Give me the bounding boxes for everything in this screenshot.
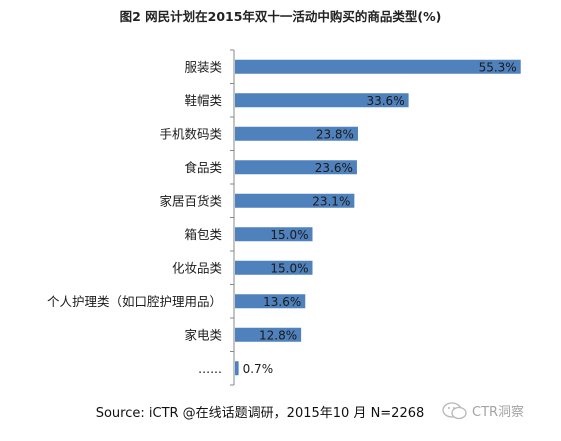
category-label: 化妆品类 <box>172 260 223 275</box>
bar <box>235 227 313 242</box>
bar <box>235 294 306 309</box>
data-label: 15.0% <box>270 261 308 275</box>
bar <box>235 93 409 108</box>
category-label: 家居百货类 <box>159 193 222 208</box>
data-label: 33.6% <box>366 94 404 108</box>
wechat-logo-icon <box>442 401 467 419</box>
bar <box>235 160 357 175</box>
data-label: 0.7% <box>243 362 274 376</box>
bar-chart: 服装类 55.3% 鞋帽类 33.6% 手机数码类 23.8% 食品类 23.6% 家居百货类 2… <box>47 49 521 386</box>
bar <box>235 59 521 74</box>
data-label: 15.0% <box>270 228 308 242</box>
category-label: 鞋帽类 <box>184 93 222 108</box>
watermark: CTR洞察 <box>442 401 524 420</box>
data-label: 12.8% <box>259 328 297 342</box>
category-label: 服装类 <box>184 59 222 74</box>
category-label: 食品类 <box>184 160 222 175</box>
category-label: 手机数码类 <box>159 126 222 141</box>
data-label: 23.6% <box>315 161 353 175</box>
source-note: Source: iCTR @在线话题调研，2015年10 月 N=2268 <box>95 406 425 421</box>
category-label: 个人护理类（如口腔护理用品） <box>47 294 222 309</box>
watermark-text: CTR洞察 <box>472 405 525 420</box>
bar <box>235 327 302 342</box>
data-label: 13.6% <box>263 295 301 309</box>
bar <box>235 193 355 208</box>
bar <box>235 260 313 275</box>
data-label: 23.1% <box>312 194 350 208</box>
chart-title: 图2 网民计划在2015年双十一活动中购买的商品类型(%) <box>119 9 442 24</box>
category-label: 箱包类 <box>184 227 222 242</box>
category-label: 家电类 <box>184 327 222 342</box>
data-label: 23.8% <box>316 127 354 141</box>
bar <box>235 126 358 141</box>
category-label: ...... <box>198 361 222 376</box>
data-label: 55.3% <box>479 60 517 74</box>
bar <box>235 361 239 376</box>
